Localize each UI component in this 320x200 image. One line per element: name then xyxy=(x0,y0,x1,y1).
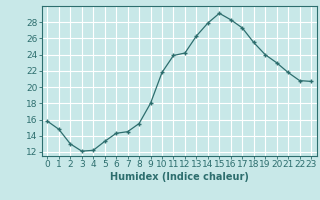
X-axis label: Humidex (Indice chaleur): Humidex (Indice chaleur) xyxy=(110,172,249,182)
